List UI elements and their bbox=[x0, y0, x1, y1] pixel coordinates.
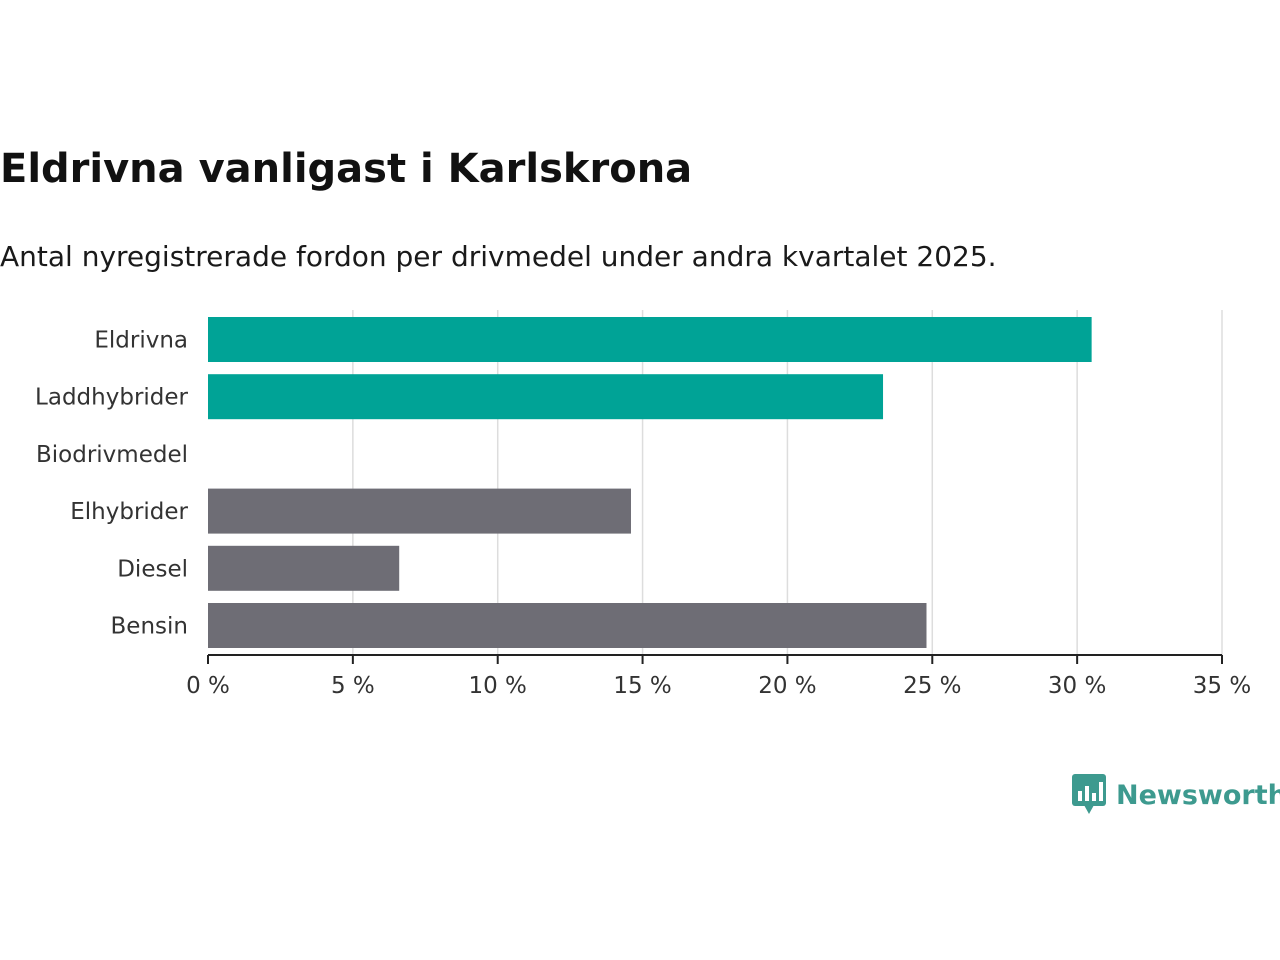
gridlines bbox=[352, 310, 1223, 655]
newsworthy-logo: Newsworthy bbox=[1072, 774, 1280, 816]
category-label: Eldrivna bbox=[94, 328, 188, 354]
category-label: Biodrivmedel bbox=[36, 442, 188, 468]
bar bbox=[208, 317, 1092, 362]
category-label: Laddhybrider bbox=[35, 385, 188, 411]
category-label: Elhybrider bbox=[70, 499, 188, 525]
category-labels: Eldrivna Laddhybrider Biodrivmedel Elhybrid… bbox=[35, 328, 188, 640]
bar bbox=[208, 488, 631, 534]
x-tick-label: 5 % bbox=[331, 673, 375, 699]
bars bbox=[208, 317, 1092, 648]
x-tick-label: 15 % bbox=[613, 673, 671, 699]
bar-chart: Eldrivna Laddhybrider Biodrivmedel Elhybrid… bbox=[35, 310, 1251, 699]
category-label: Diesel bbox=[117, 556, 188, 582]
x-tick-label: 0 % bbox=[186, 673, 230, 699]
bar bbox=[208, 374, 884, 420]
chart-bubble-icon bbox=[1072, 774, 1106, 814]
x-tick-label: 10 % bbox=[468, 673, 526, 699]
x-axis: 0 % 5 % 10 % 15 % 20 % 25 % 30 % 35 % bbox=[186, 654, 1251, 699]
x-tick-label: 20 % bbox=[758, 673, 816, 699]
bar bbox=[208, 603, 927, 648]
chart-title: Eldrivna vanligast i Karlskrona bbox=[0, 146, 693, 192]
chart-subtitle: Antal nyregistrerade fordon per drivmede… bbox=[0, 240, 997, 273]
brand-name: Newsworthy bbox=[1116, 779, 1280, 811]
x-tick-label: 25 % bbox=[903, 673, 961, 699]
bar bbox=[208, 545, 400, 591]
x-tick-label: 30 % bbox=[1048, 673, 1106, 699]
category-label: Bensin bbox=[111, 614, 188, 640]
x-tick-label: 35 % bbox=[1193, 673, 1251, 699]
